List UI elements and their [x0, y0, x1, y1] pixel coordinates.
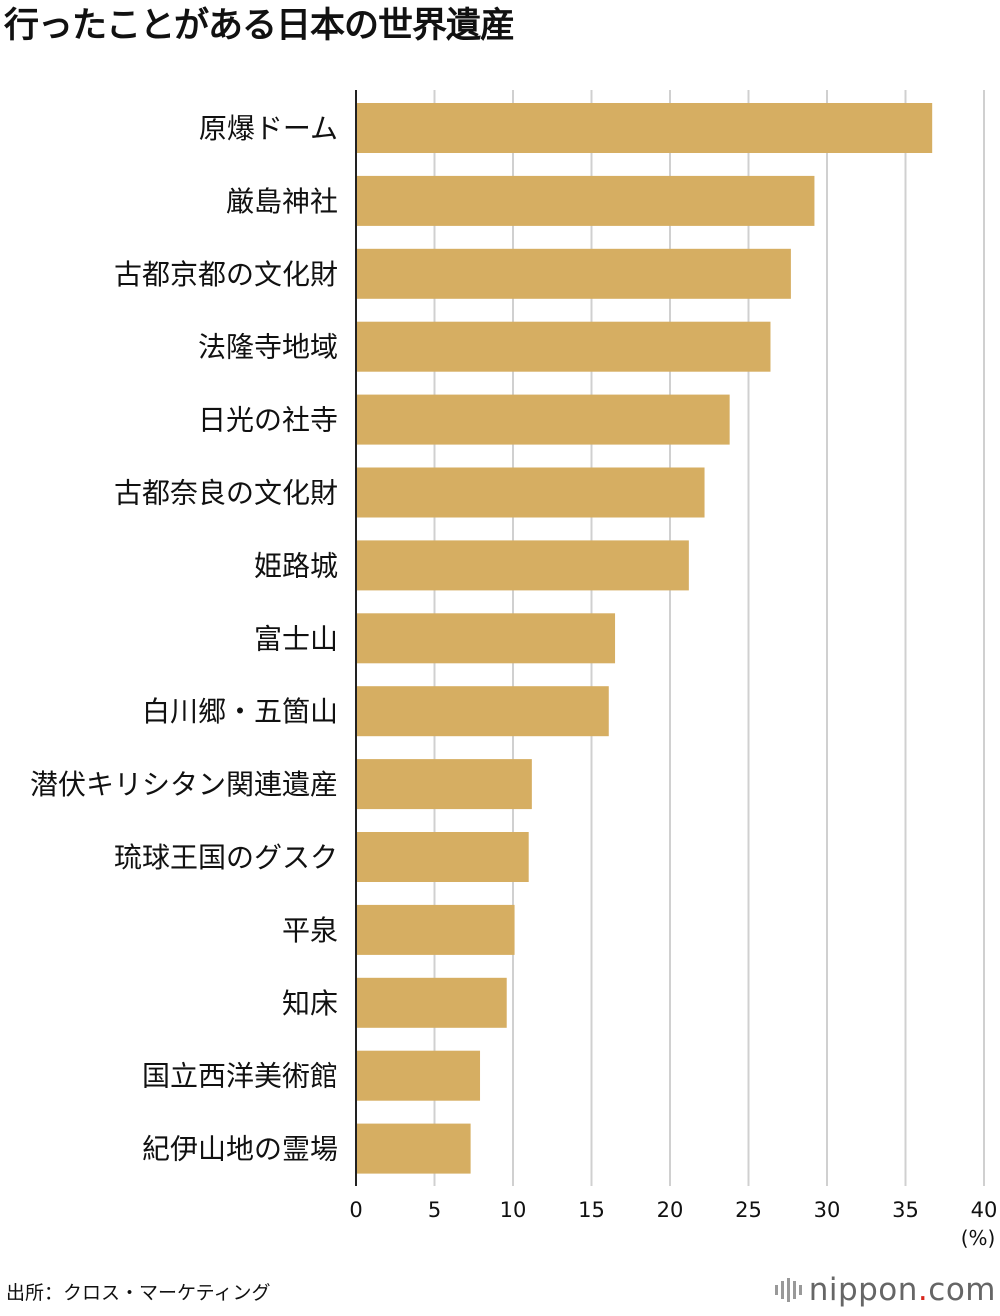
category-label: 平泉 [282, 914, 338, 947]
nippon-logo-icon [774, 1278, 802, 1302]
x-tick-label: 30 [814, 1198, 841, 1222]
brand-dot: . [917, 1272, 929, 1308]
category-label: 古都京都の文化財 [114, 258, 338, 291]
brand-logo: nippon. com [773, 1272, 996, 1308]
category-label: 白川郷・五箇山 [142, 695, 338, 728]
category-label: 原爆ドーム [199, 112, 338, 145]
category-label: 厳島神社 [226, 185, 338, 218]
bar [356, 613, 616, 664]
category-label: 紀伊山地の霊場 [142, 1133, 338, 1166]
bar [356, 1123, 471, 1174]
x-tick-label: 25 [735, 1198, 762, 1222]
chart-title: 行ったことがある日本の世界遺産 [4, 6, 515, 46]
unit-label: (%) [961, 1226, 996, 1250]
bar [356, 904, 515, 955]
x-tick-label: 0 [349, 1198, 362, 1222]
x-tick-label: 10 [500, 1198, 527, 1222]
x-tick-labels: 0 5 10 15 20 25 30 35 40 [349, 1198, 997, 1222]
bar [356, 394, 730, 445]
category-label: 日光の社寺 [198, 404, 338, 437]
bar [356, 759, 532, 810]
category-labels: 原爆ドーム厳島神社古都京都の文化財法隆寺地域日光の社寺古都奈良の文化財姫路城富士… [30, 112, 338, 1166]
category-label: 知床 [282, 987, 338, 1020]
category-label: 琉球王国のグスク [114, 841, 338, 874]
x-tick-label: 20 [657, 1198, 684, 1222]
category-label: 古都奈良の文化財 [114, 477, 338, 510]
bar [356, 175, 815, 226]
category-label: 国立西洋美術館 [142, 1060, 338, 1093]
category-label: 法隆寺地域 [198, 331, 338, 364]
source-note: 出所：クロス・マーケティング [6, 1282, 271, 1304]
bar [356, 977, 507, 1028]
bar [356, 321, 771, 372]
x-tick-label: 15 [578, 1198, 605, 1222]
bar [356, 103, 933, 153]
bar [356, 1050, 481, 1101]
bar [356, 686, 609, 737]
bar [356, 248, 791, 299]
category-label: 潜伏キリシタン関連遺産 [30, 768, 338, 801]
brand-tld: com [928, 1272, 996, 1308]
x-tick-label: 5 [428, 1198, 441, 1222]
x-tick-label: 40 [971, 1198, 998, 1222]
bar [356, 467, 705, 518]
x-tick-label: 35 [892, 1198, 919, 1222]
bar-chart: 原爆ドーム厳島神社古都京都の文化財法隆寺地域日光の社寺古都奈良の文化財姫路城富士… [30, 90, 997, 1250]
bars [356, 103, 933, 1174]
bar [356, 540, 689, 591]
brand-name: nippon [808, 1272, 918, 1308]
category-label: 富士山 [254, 622, 338, 655]
category-label: 姫路城 [254, 549, 338, 582]
bar [356, 832, 529, 882]
